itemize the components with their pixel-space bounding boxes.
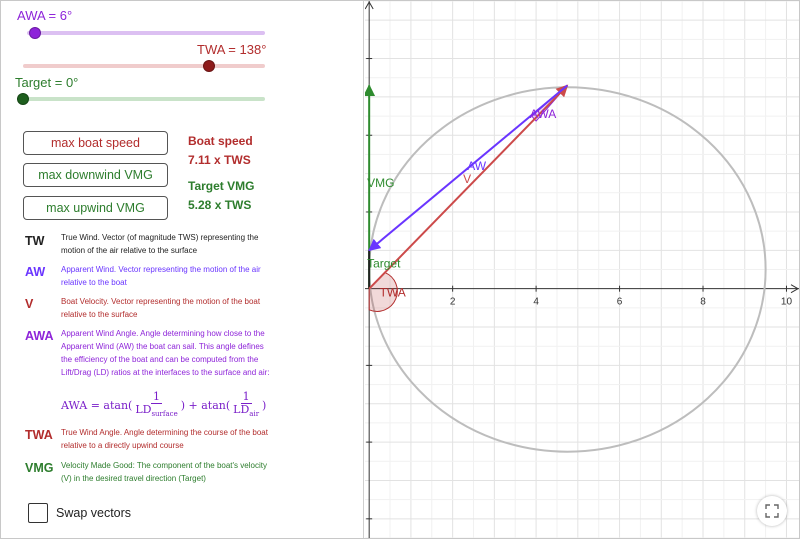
awa-formula: AWA = atan( 1 LDsurface ) + atan( 1 LDai… — [61, 391, 266, 420]
formula-denominator: LDair — [231, 404, 261, 420]
target-slider-handle[interactable] — [17, 93, 29, 105]
aw-definition: Apparent Wind. Vector representing the m… — [61, 265, 261, 287]
target-vmg-value: 5.28 x TWS — [188, 198, 252, 212]
awa-slider-label: AWA = 6° — [17, 8, 73, 23]
twa-slider-label: TWA = 138° — [197, 42, 267, 57]
formula-air-subscript: air — [249, 410, 260, 419]
formula-ld: LD — [135, 403, 152, 416]
target-slider-label: Target = 0° — [15, 75, 79, 90]
formula-denominator: LDsurface — [133, 404, 179, 420]
v-definition: Boat Velocity. Vector representing the m… — [61, 297, 261, 319]
twa-key: TWA — [25, 428, 53, 442]
fullscreen-icon — [765, 504, 779, 518]
formula-surface-subscript: surface — [151, 410, 178, 419]
vmg-key: VMG — [25, 461, 54, 475]
max-boat-speed-button[interactable]: max boat speed — [23, 131, 168, 155]
boat-speed-value: 7.11 x TWS — [188, 153, 251, 167]
y-axis-arrow — [364, 1, 374, 10]
vmg-definition: Velocity Made Good: The component of the… — [61, 461, 267, 483]
plot-grid — [365, 0, 799, 539]
twa-slider-handle[interactable] — [202, 60, 215, 72]
target-label: Target — [367, 257, 401, 271]
twa-label: TWA — [380, 285, 406, 299]
plot-shapes — [363, 84, 767, 453]
x-tick-label: 4 — [533, 297, 539, 308]
awa-slider-handle[interactable] — [28, 27, 41, 39]
twa-slider-track[interactable] — [23, 64, 265, 68]
vmg-label: VMG — [367, 176, 394, 190]
tw-definition: True Wind. Vector (of magnitude TWS) rep… — [61, 233, 259, 255]
twa-definition: True Wind Angle. Angle determining the c… — [61, 428, 268, 450]
max-upwind-vmg-button[interactable]: max upwind VMG — [23, 196, 168, 220]
formula-fraction-surface: 1 LDsurface — [133, 391, 179, 420]
awa-slider-track[interactable] — [27, 31, 265, 35]
max-downwind-vmg-button[interactable]: max downwind VMG — [23, 163, 168, 187]
formula-mid: ) + atan( — [180, 399, 231, 413]
formula-end: ) — [262, 399, 267, 413]
swap-vectors-label: Swap vectors — [56, 506, 132, 520]
formula-lhs: AWA = atan( — [61, 399, 133, 413]
x-axis-arrow — [790, 284, 799, 294]
awa-label: AWA — [530, 107, 556, 121]
x-tick-label: 10 — [781, 297, 793, 308]
x-tick-label: 6 — [617, 297, 623, 308]
target-slider-track[interactable] — [23, 97, 265, 101]
formula-numerator: 1 — [240, 390, 252, 404]
v-label: V — [463, 172, 471, 186]
formula-numerator: 1 — [151, 390, 163, 404]
boat-speed-title: Boat speed — [188, 134, 253, 148]
awa-definition: Apparent Wind Angle. Angle determining h… — [61, 329, 270, 377]
x-tick-label: 2 — [450, 297, 456, 308]
awa-key: AWA — [25, 329, 54, 343]
control-panel: AWA = 6° TWA = 138° Target = 0° max boat… — [1, 1, 364, 538]
fullscreen-button[interactable] — [757, 496, 787, 526]
v-vector — [368, 84, 569, 290]
swap-vectors-checkbox[interactable] — [28, 503, 48, 523]
aw-label: AW — [467, 159, 487, 173]
target-vmg-title: Target VMG — [188, 179, 255, 193]
v-key: V — [25, 297, 34, 311]
aw-key: AW — [25, 265, 46, 279]
aw-vector — [368, 84, 569, 252]
formula-fraction-air: 1 LDair — [231, 391, 261, 420]
plot-vector-labels: AWA AWV VMG Target TWA — [367, 107, 556, 299]
x-tick-label: 8 — [700, 297, 706, 308]
tw-key: TW — [25, 234, 45, 248]
formula-ld: LD — [233, 403, 250, 416]
